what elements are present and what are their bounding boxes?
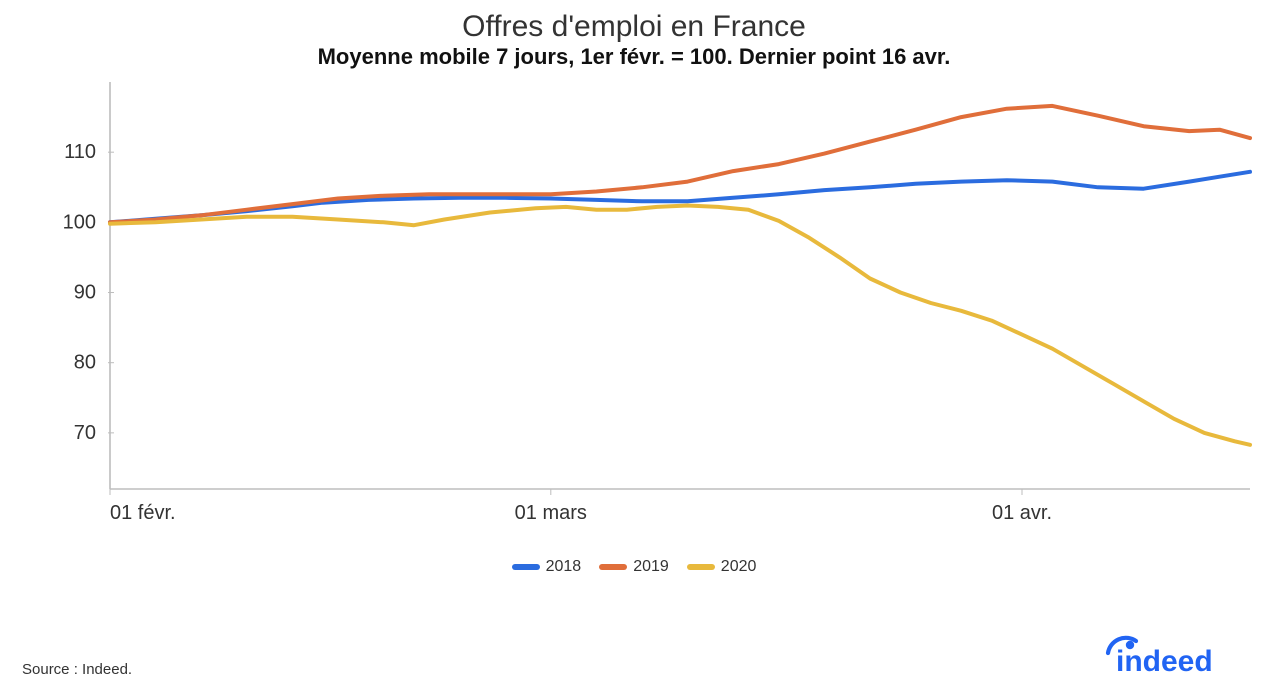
brand-text: indeed bbox=[1116, 645, 1213, 678]
legend-item-2019: 2019 bbox=[599, 558, 669, 576]
legend-swatch bbox=[512, 564, 540, 570]
legend-label: 2018 bbox=[546, 558, 582, 576]
x-tick-label: 01 mars bbox=[515, 502, 587, 524]
brand-logo: indeed bbox=[1100, 631, 1240, 684]
legend-swatch bbox=[599, 564, 627, 570]
legend-label: 2020 bbox=[721, 558, 757, 576]
y-tick-label: 90 bbox=[74, 282, 96, 304]
y-tick-label: 100 bbox=[63, 211, 96, 233]
x-tick-label: 01 avr. bbox=[992, 502, 1052, 524]
chart-title: Offres d'emploi en France bbox=[0, 0, 1268, 44]
chart-legend: 2018 2019 2020 bbox=[0, 558, 1268, 576]
line-chart: 70 80 90 100 110 01 févr. 01 mars 01 avr. bbox=[0, 74, 1268, 544]
y-tick-label: 70 bbox=[74, 422, 96, 444]
source-label: Source : Indeed. bbox=[22, 661, 132, 678]
legend-swatch bbox=[687, 564, 715, 570]
legend-item-2018: 2018 bbox=[512, 558, 582, 576]
y-tick-label: 80 bbox=[74, 352, 96, 374]
y-tick-label: 110 bbox=[64, 141, 96, 163]
legend-label: 2019 bbox=[633, 558, 669, 576]
chart-subtitle: Moyenne mobile 7 jours, 1er févr. = 100.… bbox=[0, 44, 1268, 70]
x-tick-label: 01 févr. bbox=[110, 502, 176, 524]
chart-container: Offres d'emploi en France Moyenne mobile… bbox=[0, 0, 1268, 694]
legend-item-2020: 2020 bbox=[687, 558, 757, 576]
series-line-2020 bbox=[110, 206, 1250, 445]
